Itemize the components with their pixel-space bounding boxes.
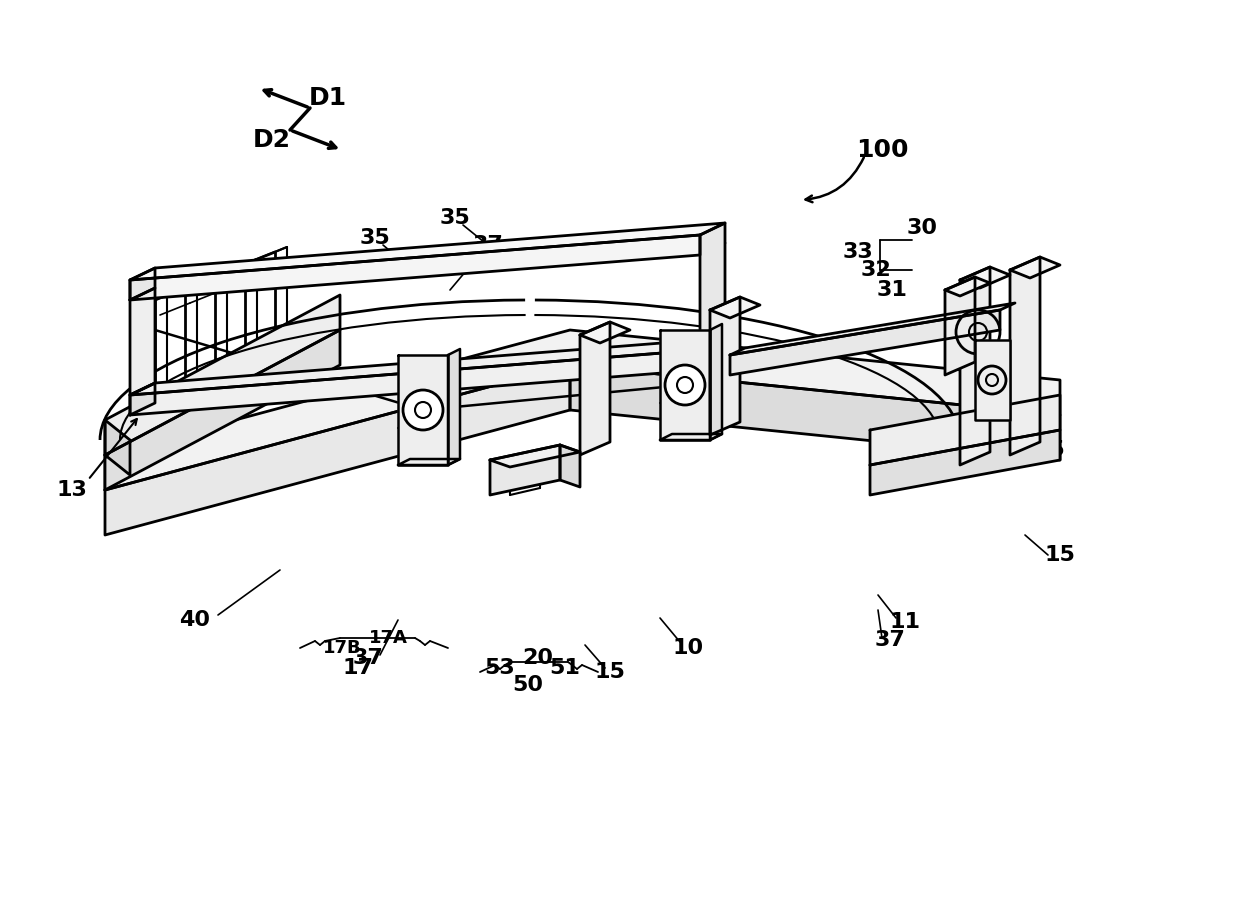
Polygon shape bbox=[711, 297, 760, 318]
Polygon shape bbox=[701, 223, 725, 350]
Polygon shape bbox=[945, 277, 975, 375]
Polygon shape bbox=[398, 355, 448, 465]
Text: 53: 53 bbox=[485, 658, 516, 678]
Polygon shape bbox=[945, 277, 990, 296]
Polygon shape bbox=[975, 340, 1011, 420]
Polygon shape bbox=[711, 324, 722, 440]
Polygon shape bbox=[130, 223, 725, 280]
Text: 17A: 17A bbox=[368, 629, 408, 647]
Polygon shape bbox=[660, 434, 722, 440]
Text: 30: 30 bbox=[906, 218, 937, 238]
Polygon shape bbox=[1011, 257, 1060, 278]
Polygon shape bbox=[660, 330, 711, 440]
Polygon shape bbox=[105, 420, 130, 475]
Polygon shape bbox=[960, 267, 1011, 288]
Polygon shape bbox=[130, 235, 701, 300]
Polygon shape bbox=[490, 445, 560, 495]
Polygon shape bbox=[490, 445, 580, 467]
Text: 37: 37 bbox=[472, 235, 503, 255]
Polygon shape bbox=[1011, 257, 1040, 455]
Text: 15: 15 bbox=[1044, 545, 1075, 565]
Polygon shape bbox=[870, 430, 1060, 495]
Text: 32: 32 bbox=[861, 260, 892, 280]
Polygon shape bbox=[711, 297, 740, 435]
Text: 37: 37 bbox=[874, 630, 905, 650]
Text: D1: D1 bbox=[309, 86, 347, 110]
Circle shape bbox=[403, 390, 443, 430]
Text: 20: 20 bbox=[522, 648, 553, 668]
Text: 17: 17 bbox=[342, 658, 373, 678]
Polygon shape bbox=[960, 267, 990, 465]
Circle shape bbox=[665, 365, 706, 405]
Text: 17B: 17B bbox=[322, 639, 361, 657]
Polygon shape bbox=[870, 395, 1060, 465]
Text: 13: 13 bbox=[57, 480, 88, 500]
Polygon shape bbox=[580, 322, 610, 455]
Polygon shape bbox=[130, 383, 155, 415]
Polygon shape bbox=[398, 459, 460, 465]
Polygon shape bbox=[105, 330, 340, 490]
Polygon shape bbox=[448, 349, 460, 465]
Text: 35: 35 bbox=[360, 228, 391, 248]
Text: 10: 10 bbox=[672, 638, 703, 658]
Text: 35: 35 bbox=[1034, 440, 1065, 460]
Text: 31: 31 bbox=[877, 280, 908, 300]
Text: 51: 51 bbox=[549, 658, 580, 678]
Text: 37: 37 bbox=[352, 648, 383, 668]
Polygon shape bbox=[130, 268, 155, 300]
Text: 11: 11 bbox=[889, 612, 920, 632]
Polygon shape bbox=[560, 445, 580, 487]
Text: 35: 35 bbox=[440, 208, 470, 228]
Polygon shape bbox=[580, 322, 630, 343]
Text: 50: 50 bbox=[512, 675, 543, 695]
Polygon shape bbox=[130, 288, 155, 395]
Text: 100: 100 bbox=[856, 138, 908, 162]
Text: 15: 15 bbox=[594, 662, 625, 682]
Polygon shape bbox=[130, 350, 701, 415]
Polygon shape bbox=[130, 338, 725, 395]
Text: 40: 40 bbox=[180, 610, 211, 630]
Text: 33: 33 bbox=[843, 242, 873, 262]
Text: D2: D2 bbox=[253, 128, 291, 152]
Polygon shape bbox=[730, 303, 1016, 355]
Polygon shape bbox=[105, 330, 1060, 490]
Polygon shape bbox=[730, 310, 999, 375]
Polygon shape bbox=[105, 295, 340, 455]
Polygon shape bbox=[105, 365, 570, 535]
Polygon shape bbox=[570, 365, 1060, 460]
